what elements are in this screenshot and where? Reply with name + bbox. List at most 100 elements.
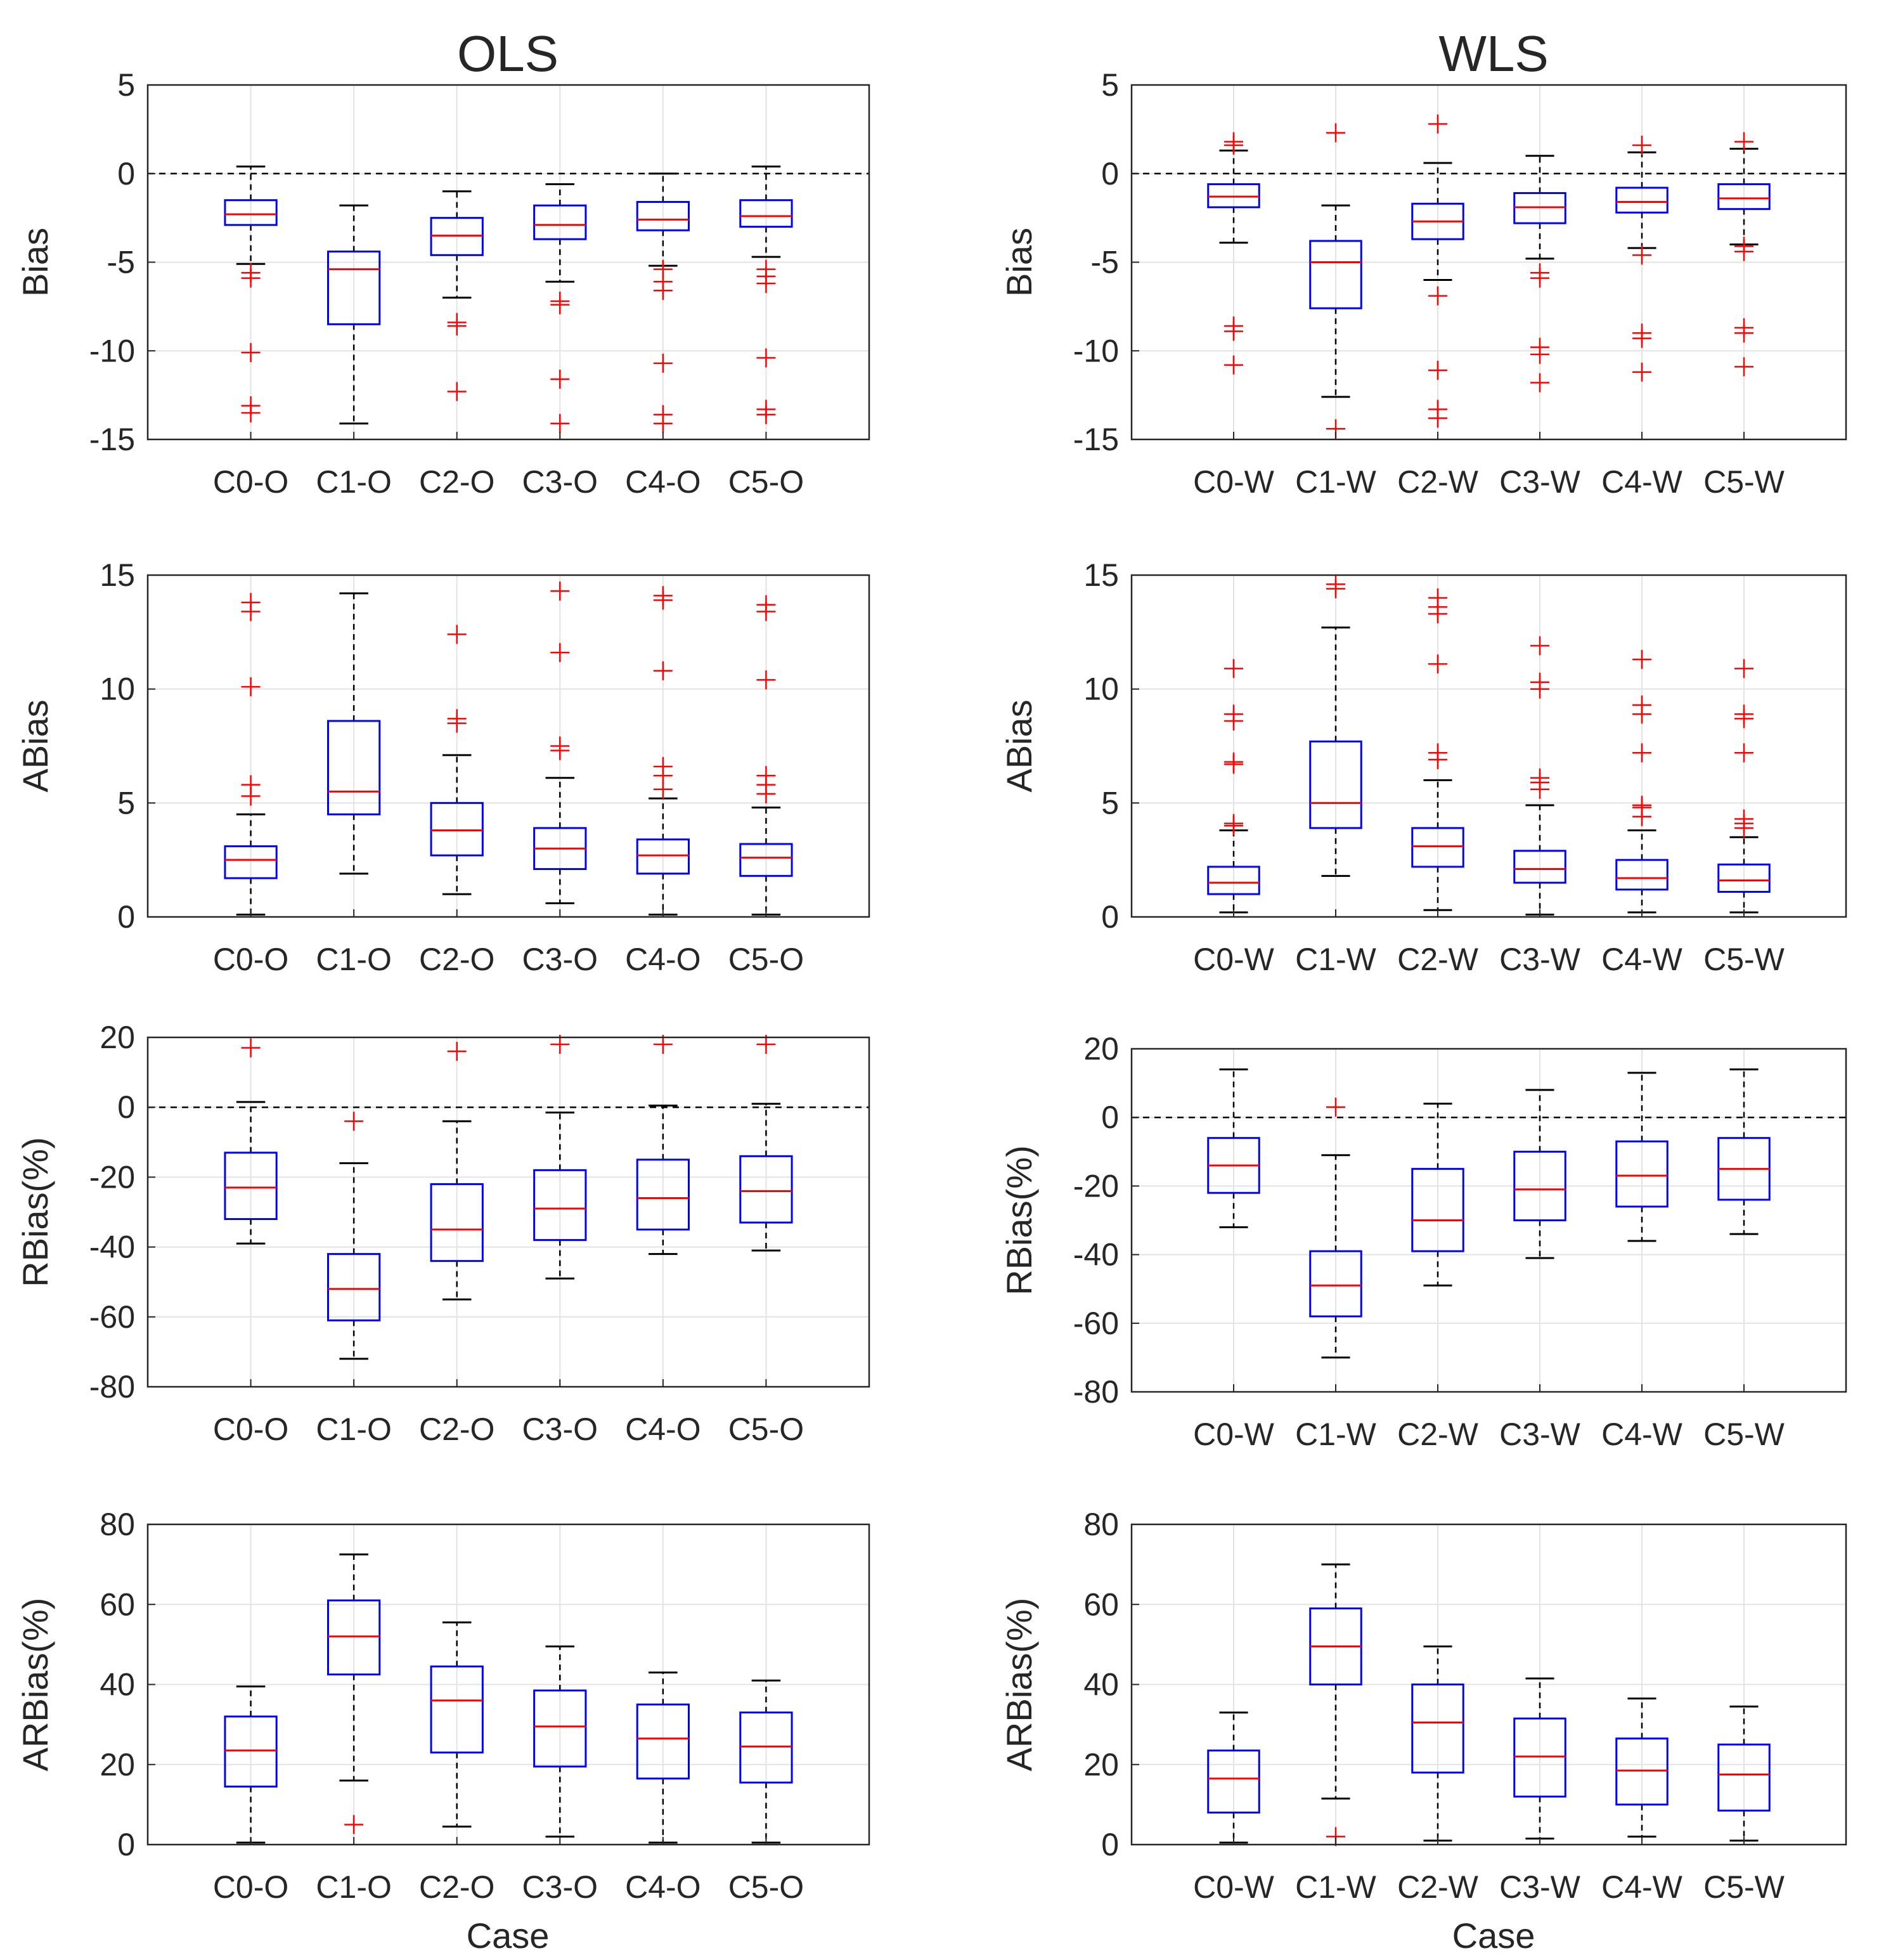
wls-bias-outlier-3-4	[1530, 373, 1549, 393]
wls-abias-y-tick-label-1: 10	[1083, 672, 1119, 707]
wls-abias-box-5	[1717, 863, 1771, 893]
wls-abias-outlier-2-2	[1428, 654, 1447, 674]
wls-abias-outlier-4-5	[1632, 695, 1651, 715]
ols-arbias-y-tick-label-3: 20	[100, 1747, 135, 1782]
wls-rbias-x-tick-label-4: C4-W	[1601, 1417, 1683, 1452]
ols-rbias-box-group-5	[739, 1035, 793, 1252]
ols-bias-box-group-3	[533, 183, 587, 433]
ols-rbias-x-tick-label-0: C0-O	[213, 1412, 288, 1447]
wls-bias-outlier-4-4	[1632, 362, 1651, 382]
ols-arbias-x-tick-label-2: C2-O	[419, 1869, 494, 1905]
ols-bias-outlier-5-5	[756, 405, 776, 424]
wls-arbias-x-tick-label-0: C0-W	[1193, 1869, 1275, 1905]
ols-bias-x-tick-label-3: C3-O	[522, 464, 598, 500]
wls-bias-outlier-0-4	[1224, 355, 1243, 375]
wls-bias-x-tick-label-2: C2-W	[1397, 464, 1479, 500]
wls-rbias-box-group-5	[1717, 1068, 1771, 1235]
ols-rbias-y-tick-label-0: 20	[100, 1020, 135, 1055]
ols-arbias-y-tick-label-0: 80	[100, 1507, 135, 1542]
ols-rbias-x-tick-label-4: C4-O	[625, 1412, 701, 1447]
wls-bias-outlier-0-1	[1224, 132, 1243, 152]
ols-bias-y-tick-label-2: -5	[107, 245, 135, 280]
wls-arbias-box-5	[1717, 1743, 1771, 1812]
ols-bias-box-group-2	[430, 190, 484, 401]
wls-abias-outlier-0-3	[1224, 752, 1243, 772]
wls-abias-outlier-5-5	[1734, 704, 1753, 724]
ols-bias-outlier-0-2	[241, 343, 261, 363]
wls-bias-box-1	[1309, 240, 1362, 309]
wls-abias-box-4	[1615, 859, 1669, 891]
wls-abias-outlier-2-5	[1428, 588, 1447, 607]
wls-abias-box-3	[1513, 850, 1566, 884]
ols-abias-y-tick-label-1: 10	[100, 672, 135, 707]
ols-arbias-panel: C0-O C1-O C2-O C3-O C4-O C5-O 80 60 40 20 0 ARBias(…	[15, 1507, 870, 1905]
wls-abias-box-group-4	[1615, 649, 1669, 914]
ols-abias-y-axis-label: ABias	[15, 699, 55, 792]
ols-bias-outlier-3-3	[550, 413, 570, 433]
ols-bias-outlier-0-1	[241, 268, 261, 288]
wls-abias-outlier-4-6	[1632, 649, 1651, 669]
wls-bias-outlier-2-2	[1428, 360, 1447, 380]
ols-abias-box-group-0	[224, 593, 278, 916]
ols-bias-outlier-5-2	[756, 274, 776, 294]
ols-abias-x-tick-label-5: C5-O	[728, 942, 804, 977]
wls-arbias-box-4	[1615, 1737, 1669, 1806]
ols-rbias-axes-frame	[146, 1036, 870, 1388]
wls-arbias-x-tick-label-4: C4-W	[1601, 1869, 1683, 1905]
ols-bias-y-axis-label: Bias	[15, 228, 55, 297]
wls-bias-x-tick-label-0: C0-W	[1193, 464, 1275, 500]
ols-bias-outlier-0-4	[241, 403, 261, 423]
wls-abias-box-1	[1309, 740, 1362, 829]
wls-bias-outlier-5-2	[1734, 242, 1753, 261]
wls-rbias-x-tick-label-1: C1-W	[1295, 1417, 1377, 1452]
wls-bias-panel: C0-W C1-W C2-W C3-W C4-W C5-W 5 0 -5 -10 -15 Bias	[999, 67, 1847, 500]
wls-rbias-box-2	[1411, 1167, 1464, 1252]
wls-x-axis-title: Case	[1452, 1916, 1535, 1956]
wls-arbias-box-group-4	[1615, 1697, 1669, 1838]
wls-abias-x-tick-label-0: C0-W	[1193, 942, 1275, 977]
ols-bias-outlier-3-1	[550, 295, 570, 315]
wls-abias-y-tick-label-2: 5	[1101, 785, 1119, 821]
wls-rbias-box-group-3	[1513, 1089, 1566, 1259]
ols-rbias-panel: C0-O C1-O C2-O C3-O C4-O C5-O 20 0 -20 -40 -60 -80 R…	[15, 1020, 870, 1447]
ols-abias-outlier-4-3	[653, 661, 673, 680]
ols-column-title: OLS	[457, 25, 559, 82]
wls-rbias-box-3	[1513, 1150, 1566, 1222]
ols-arbias-box-0	[224, 1715, 278, 1788]
wls-rbias-y-tick-label-3: -40	[1073, 1237, 1119, 1273]
wls-bias-box-4	[1615, 186, 1669, 214]
ols-arbias-x-tick-label-3: C3-O	[522, 1869, 598, 1905]
wls-arbias-x-tick-label-5: C5-W	[1703, 1869, 1785, 1905]
wls-arbias-box-group-1	[1309, 1563, 1362, 1846]
plot-panels: C0-O C1-O C2-O C3-O C4-O C5-O50-5-10-15BiasC0…	[15, 67, 1847, 1905]
ols-arbias-x-tick-label-1: C1-O	[316, 1869, 391, 1905]
ols-arbias-box-1	[327, 1599, 381, 1676]
ols-abias-outlier-5-2	[756, 766, 776, 786]
wls-rbias-outlier-1-0	[1326, 1097, 1345, 1117]
wls-bias-axes-frame	[1130, 84, 1847, 441]
wls-bias-x-tick-label-3: C3-W	[1499, 464, 1581, 500]
wls-rbias-y-tick-label-1: 0	[1101, 1100, 1119, 1135]
ols-abias-outlier-0-1	[241, 775, 261, 795]
ols-arbias-axes-frame	[146, 1523, 870, 1846]
ols-bias-x-tick-label-0: C0-O	[213, 464, 288, 500]
ols-arbias-box-5	[739, 1711, 793, 1784]
wls-rbias-box-1	[1309, 1250, 1362, 1318]
wls-arbias-box-group-2	[1411, 1645, 1464, 1842]
ols-rbias-box-5	[739, 1155, 793, 1224]
ols-arbias-x-tick-label-5: C5-O	[728, 1869, 804, 1905]
wls-arbias-y-tick-label-2: 40	[1083, 1667, 1119, 1703]
wls-column-title: WLS	[1438, 25, 1548, 82]
wls-bias-outlier-2-1	[1428, 286, 1447, 306]
ols-abias-outlier-4-2	[653, 756, 673, 776]
ols-bias-panel: C0-O C1-O C2-O C3-O C4-O C5-O 5 0 -5 -10 -15 Bias	[15, 67, 870, 500]
wls-abias-outlier-4-3	[1632, 743, 1651, 763]
ols-bias-outlier-4-3	[653, 353, 673, 373]
ols-abias-outlier-5-3	[756, 670, 776, 690]
ols-abias-x-tick-label-4: C4-O	[625, 942, 701, 977]
ols-bias-outlier-2-1	[447, 316, 467, 336]
wls-abias-outlier-0-1	[1224, 814, 1243, 833]
ols-rbias-box-4	[636, 1158, 690, 1231]
wls-bias-box-5	[1717, 183, 1771, 211]
